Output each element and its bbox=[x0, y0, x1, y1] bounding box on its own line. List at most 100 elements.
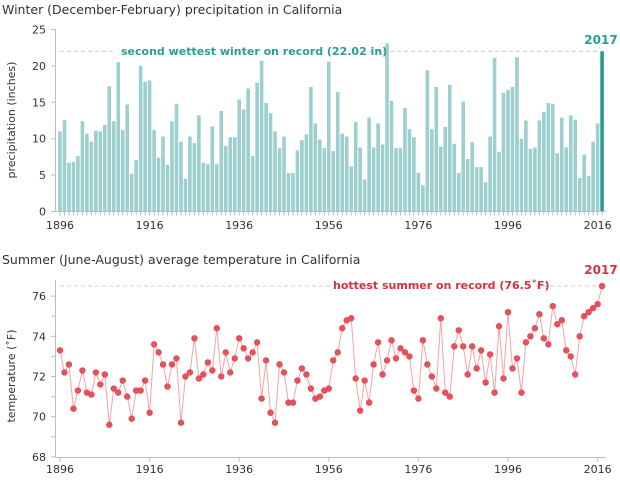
temp-point-2001 bbox=[527, 333, 534, 340]
temp-point-1926 bbox=[191, 335, 198, 342]
temp-point-1949 bbox=[294, 377, 301, 384]
precip-bar-1926 bbox=[192, 143, 197, 212]
temp-point-1994 bbox=[495, 323, 503, 330]
temp-point-1915 bbox=[141, 377, 149, 384]
temp-y-tick-label: 68 bbox=[32, 451, 46, 464]
temp-point-1991 bbox=[482, 379, 489, 386]
precip-bar-1896 bbox=[58, 131, 62, 212]
temp-point-2017 bbox=[598, 282, 606, 290]
temp-point-1931 bbox=[213, 325, 221, 332]
precip-bar-2000 bbox=[524, 120, 528, 212]
temp-point-1961 bbox=[348, 315, 355, 322]
temp-point-1909 bbox=[115, 389, 122, 396]
precip-bar-1924 bbox=[183, 178, 188, 212]
temp-x-tick-label: 1956 bbox=[315, 463, 343, 476]
temp-point-1945 bbox=[276, 361, 283, 368]
temp-point-1979 bbox=[428, 373, 436, 380]
precip-bar-1959 bbox=[340, 133, 345, 212]
temp-point-1944 bbox=[271, 419, 279, 426]
temp-point-2007 bbox=[554, 321, 561, 328]
temp-x-tick-label: 2016 bbox=[584, 463, 612, 476]
temp-point-1966 bbox=[370, 361, 377, 368]
precip-bar-1943 bbox=[268, 113, 273, 212]
precip-bar-1933 bbox=[223, 145, 228, 212]
temp-point-1984 bbox=[451, 343, 458, 350]
precip-bar-2012 bbox=[577, 178, 582, 212]
temp-point-1937 bbox=[240, 345, 247, 352]
precip-bar-1998 bbox=[515, 57, 519, 212]
precip-bar-1971 bbox=[394, 148, 398, 212]
temp-point-1990 bbox=[477, 347, 485, 354]
precip-bar-1994 bbox=[497, 151, 501, 212]
precip-y-axis-label: precipitation (inches) bbox=[5, 62, 18, 179]
precip-bar-1979 bbox=[430, 129, 434, 212]
temp-point-1962 bbox=[352, 375, 359, 382]
precip-bar-1974 bbox=[407, 129, 412, 212]
precip-bar-1962 bbox=[353, 121, 358, 212]
temp-y-tick-label: 70 bbox=[32, 411, 46, 424]
precip-bar-1972 bbox=[398, 148, 403, 212]
precip-bar-1928 bbox=[201, 162, 206, 212]
precip-bar-1900 bbox=[76, 156, 80, 212]
temp-point-1980 bbox=[433, 385, 440, 392]
temp-point-1951 bbox=[303, 371, 310, 378]
temp-point-1998 bbox=[513, 355, 521, 362]
temp-chart: 68 70 72 74 76 1896 1916 1936 1956 1976 1996 2016 bbox=[32, 280, 612, 476]
temp-annotation: hottest summer on record (76.5˚F) bbox=[333, 279, 550, 292]
temp-point-1973 bbox=[401, 349, 409, 356]
precip-bar-1993 bbox=[492, 57, 497, 212]
precip-bar-1949 bbox=[295, 150, 300, 212]
precip-bar-1997 bbox=[510, 87, 515, 212]
precip-bar-2004 bbox=[542, 111, 546, 212]
temp-point-1967 bbox=[374, 339, 382, 346]
temp-point-1996 bbox=[504, 308, 512, 316]
precip-bar-1941 bbox=[259, 60, 264, 212]
precip-bar-1958 bbox=[335, 92, 340, 212]
precip-y-tick-label: 20 bbox=[32, 60, 46, 73]
precip-bar-2011 bbox=[573, 119, 577, 212]
temp-point-1950 bbox=[298, 365, 306, 372]
temp-point-1899 bbox=[70, 405, 77, 412]
precip-bar-1912 bbox=[129, 173, 134, 212]
precip-x-tick-label: 2016 bbox=[584, 219, 612, 232]
precip-bar-1920 bbox=[165, 164, 170, 212]
temp-point-1906 bbox=[101, 371, 109, 378]
precip-bar-2002 bbox=[533, 147, 537, 212]
temp-point-1916 bbox=[146, 409, 153, 416]
temp-point-1988 bbox=[468, 343, 476, 350]
temp-point-1933 bbox=[222, 349, 229, 356]
precip-bar-1902 bbox=[85, 133, 89, 212]
temp-title: Summer (June-August) average temperature… bbox=[2, 252, 360, 267]
temp-point-1956 bbox=[325, 385, 332, 392]
temp-point-1995 bbox=[500, 375, 507, 382]
precip-bar-1898 bbox=[67, 162, 71, 212]
temp-point-2003 bbox=[536, 310, 543, 318]
precip-bar-1996 bbox=[506, 89, 510, 212]
temp-point-1964 bbox=[361, 377, 368, 384]
temp-point-1941 bbox=[258, 395, 265, 402]
precip-bar-1911 bbox=[125, 104, 129, 212]
precip-bar-1942 bbox=[264, 103, 268, 212]
precip-bar-1992 bbox=[488, 136, 492, 212]
precip-bar-1983 bbox=[447, 84, 452, 212]
temp-point-2006 bbox=[549, 302, 556, 310]
temp-point-1997 bbox=[509, 365, 516, 372]
temp-series-line bbox=[59, 285, 603, 425]
precip-bar-1927 bbox=[197, 115, 201, 212]
precip-y-tick-label: 5 bbox=[39, 169, 46, 182]
temp-point-1904 bbox=[92, 369, 100, 376]
precip-bar-1947 bbox=[286, 172, 291, 212]
precip-bar-2001 bbox=[528, 148, 533, 212]
temp-point-1907 bbox=[106, 421, 113, 428]
temp-point-1987 bbox=[464, 371, 471, 378]
precip-bar-1931 bbox=[215, 164, 219, 212]
precip-bar-1956 bbox=[327, 61, 331, 212]
precip-bar-1937 bbox=[241, 109, 246, 212]
precip-bar-1946 bbox=[282, 136, 286, 212]
temp-point-1903 bbox=[88, 391, 95, 398]
temp-point-1919 bbox=[159, 361, 167, 368]
temp-y-tick-label: 72 bbox=[32, 371, 46, 384]
temp-point-1976 bbox=[415, 395, 422, 402]
precip-bar-2016 bbox=[595, 123, 600, 212]
